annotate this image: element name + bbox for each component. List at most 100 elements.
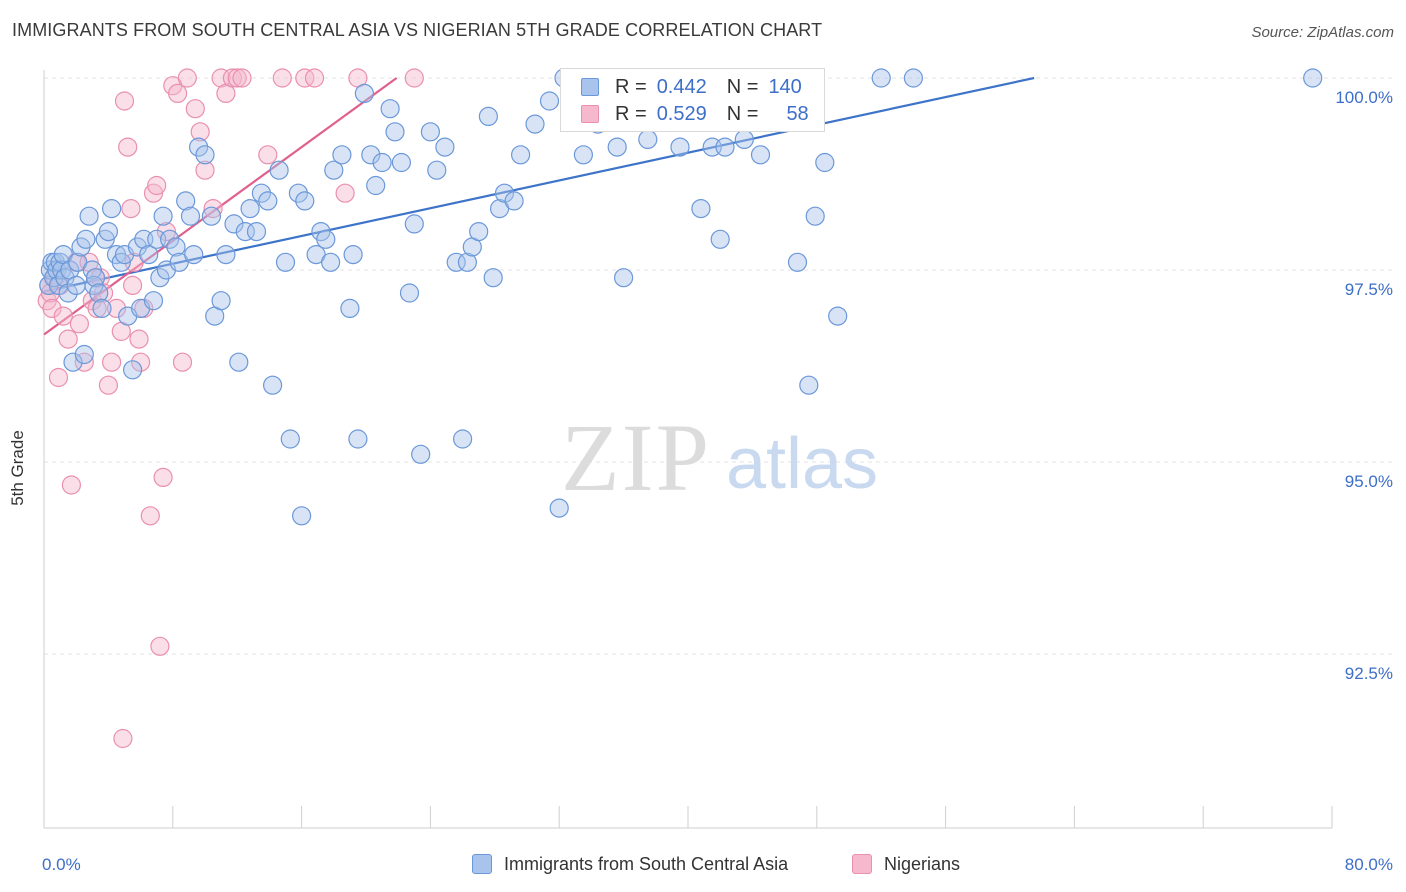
point-south-central-asia <box>76 229 96 249</box>
point-nigerians <box>185 99 205 119</box>
point-south-central-asia <box>457 252 477 272</box>
point-south-central-asia <box>469 222 489 242</box>
point-south-central-asia <box>372 152 392 173</box>
point-nigerians <box>69 314 90 334</box>
point-south-central-asia <box>82 260 102 280</box>
point-south-central-asia <box>799 375 819 395</box>
point-nigerians <box>203 199 223 219</box>
y-tick-label: 92.5% <box>1345 664 1393 683</box>
point-south-central-asia <box>240 199 260 219</box>
point-south-central-asia <box>1303 68 1323 88</box>
point-south-central-asia <box>176 191 196 211</box>
point-south-central-asia <box>95 229 115 249</box>
point-south-central-asia <box>85 268 106 288</box>
legend-n-value: 58 <box>786 102 809 125</box>
point-south-central-asia <box>332 145 352 165</box>
point-south-central-asia <box>420 122 440 142</box>
point-south-central-asia <box>263 375 283 395</box>
point-nigerians <box>61 475 82 495</box>
x-tick-label: 80.0% <box>1345 855 1393 874</box>
point-south-central-asia <box>295 191 315 211</box>
bottom-legend-swatch-blue <box>472 854 492 874</box>
point-nigerians <box>143 183 164 203</box>
trend-line-south-central-asia <box>43 76 1035 293</box>
point-nigerians <box>190 122 210 142</box>
bottom-legend-blue: Immigrants from South Central Asia <box>472 852 788 876</box>
point-nigerians <box>211 68 231 88</box>
point-nigerians <box>227 68 247 88</box>
point-south-central-asia <box>79 206 99 226</box>
point-south-central-asia <box>348 429 368 449</box>
point-nigerians <box>74 352 94 372</box>
point-south-central-asia <box>150 268 170 288</box>
point-south-central-asia <box>354 83 374 104</box>
point-nigerians <box>123 275 143 295</box>
point-south-central-asia <box>166 237 186 257</box>
point-south-central-asia <box>89 283 109 303</box>
point-south-central-asia <box>92 298 112 318</box>
point-south-central-asia <box>251 183 271 203</box>
point-south-central-asia <box>139 245 159 265</box>
legend-n-value: 140 <box>768 75 802 98</box>
point-south-central-asia <box>607 137 627 157</box>
point-south-central-asia <box>404 214 424 234</box>
point-south-central-asia <box>805 206 825 226</box>
x-tick-label: 0.0% <box>42 855 81 874</box>
point-south-central-asia <box>483 268 503 288</box>
point-south-central-asia <box>691 199 711 219</box>
point-south-central-asia <box>734 129 754 149</box>
trend-lines <box>43 76 1035 336</box>
point-south-central-asia <box>216 245 236 265</box>
point-south-central-asia <box>258 191 278 211</box>
point-south-central-asia <box>573 145 594 165</box>
point-nigerians <box>98 375 119 395</box>
point-south-central-asia <box>525 114 545 134</box>
point-south-central-asia <box>638 129 658 149</box>
legend-row-blue: R = 0.442 N = 140 <box>581 75 802 99</box>
point-nigerians <box>150 636 170 656</box>
point-south-central-asia <box>903 68 924 88</box>
point-south-central-asia <box>224 214 244 234</box>
point-nigerians <box>177 68 197 88</box>
point-south-central-asia <box>385 122 405 142</box>
point-nigerians <box>258 145 278 165</box>
point-south-central-asia <box>343 245 363 265</box>
point-south-central-asia <box>127 237 147 257</box>
point-south-central-asia <box>453 429 473 449</box>
point-south-central-asia <box>435 137 455 157</box>
point-south-central-asia <box>427 160 447 180</box>
point-nigerians <box>42 298 62 318</box>
point-south-central-asia <box>380 99 400 119</box>
source-label: Source: ZipAtlas.com <box>1251 24 1394 41</box>
point-south-central-asia <box>235 222 255 242</box>
point-nigerians <box>114 91 135 111</box>
point-south-central-asia <box>160 229 180 249</box>
legend-swatch-blue <box>581 78 599 96</box>
point-south-central-asia <box>750 145 771 165</box>
point-nigerians <box>113 728 133 749</box>
point-nigerians <box>222 68 242 88</box>
watermark-zip: ZIP <box>561 404 711 511</box>
point-nigerians <box>153 467 173 487</box>
legend-n-label: N = <box>726 75 759 98</box>
point-south-central-asia <box>316 229 336 249</box>
y-tick-label: 100.0% <box>1335 88 1393 107</box>
point-nigerians <box>53 306 73 326</box>
point-south-central-asia <box>504 191 524 211</box>
watermark-atlas: atlas <box>726 424 878 504</box>
point-south-central-asia <box>153 206 173 226</box>
point-nigerians <box>58 329 78 349</box>
point-south-central-asia <box>613 268 634 288</box>
tick-labels: 92.5% 95.0% 97.5% 100.0% 0.0% 80.0% <box>42 88 1393 874</box>
point-south-central-asia <box>539 91 560 111</box>
grid-lines <box>44 77 1392 655</box>
legend-swatch-pink <box>581 105 599 123</box>
point-south-central-asia <box>787 252 808 272</box>
point-south-central-asia <box>321 252 341 272</box>
bottom-legend-pink: Nigerians <box>852 852 960 876</box>
point-south-central-asia <box>229 352 249 372</box>
point-south-central-asia <box>275 252 296 272</box>
point-south-central-asia <box>446 252 466 272</box>
y-axis-label: 5th Grade <box>8 430 27 506</box>
point-south-central-asia <box>715 137 735 157</box>
